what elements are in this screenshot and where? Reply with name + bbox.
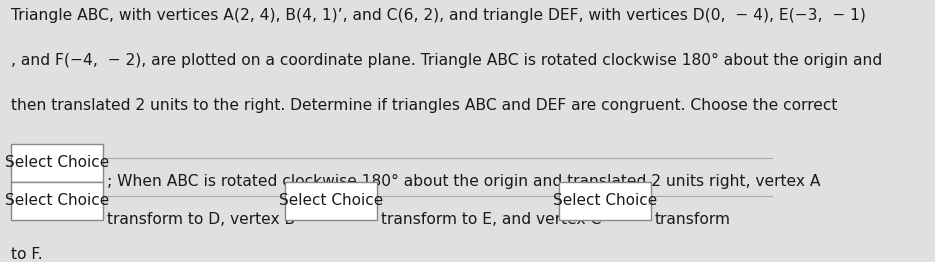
FancyBboxPatch shape bbox=[11, 182, 103, 220]
Text: answers.: answers. bbox=[11, 143, 80, 158]
Text: then translated 2 units to the right. Determine if triangles ABC and DEF are con: then translated 2 units to the right. De… bbox=[11, 98, 838, 113]
Text: transform: transform bbox=[654, 211, 731, 227]
FancyBboxPatch shape bbox=[11, 144, 103, 182]
FancyBboxPatch shape bbox=[285, 182, 377, 220]
Text: ; When ABC is rotated clockwise 180° about the origin and translated 2 units rig: ; When ABC is rotated clockwise 180° abo… bbox=[107, 174, 820, 189]
Text: Triangle ABC, with vertices A(2, 4), B(4, 1)ʼ, and C(6, 2), and triangle DEF, wi: Triangle ABC, with vertices A(2, 4), B(4… bbox=[11, 8, 866, 24]
Text: , and F(−4,  − 2), are plotted on a coordinate plane. Triangle ABC is rotated cl: , and F(−4, − 2), are plotted on a coord… bbox=[11, 53, 883, 68]
Text: transform to E, and vertex C: transform to E, and vertex C bbox=[381, 211, 601, 227]
FancyBboxPatch shape bbox=[559, 182, 651, 220]
Text: Select Choice: Select Choice bbox=[5, 193, 109, 208]
Text: Select Choice: Select Choice bbox=[279, 193, 383, 208]
Text: to F.: to F. bbox=[11, 247, 43, 262]
Text: transform to D, vertex B: transform to D, vertex B bbox=[107, 211, 295, 227]
Text: Select Choice: Select Choice bbox=[5, 155, 109, 170]
Text: Select Choice: Select Choice bbox=[554, 193, 657, 208]
